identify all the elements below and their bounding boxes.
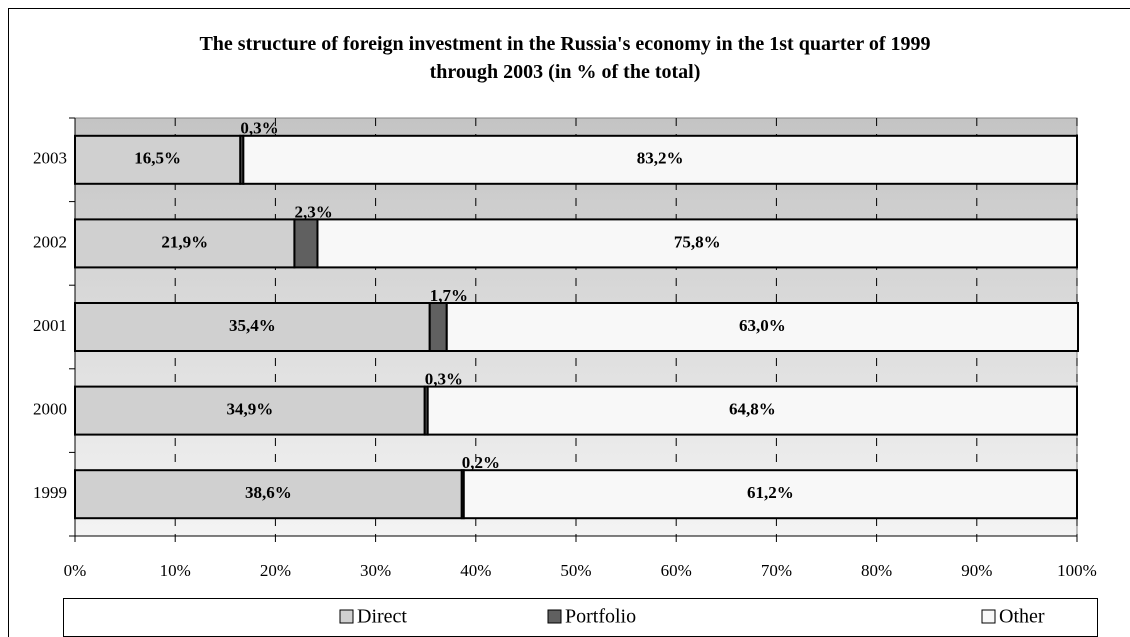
- chart-frame: [8, 8, 1130, 637]
- x-tick-label: 100%: [1057, 561, 1097, 580]
- x-tick-label: 90%: [961, 561, 992, 580]
- bar-segment: [316, 218, 1078, 269]
- legend-swatch: [981, 609, 996, 624]
- bar-segment: [426, 385, 1079, 436]
- y-tick-label: 2003: [33, 149, 67, 168]
- legend-label: Portfolio: [565, 606, 636, 628]
- data-label: 2,3%: [294, 202, 332, 221]
- data-label: 83,2%: [637, 149, 684, 168]
- data-label: 34,9%: [226, 400, 273, 419]
- x-tick-label: 10%: [160, 561, 191, 580]
- bar-segment: [462, 469, 1078, 520]
- legend-swatch: [547, 609, 562, 624]
- y-tick-label: 2001: [33, 316, 67, 335]
- y-tick-label: 2000: [33, 400, 67, 419]
- chart-title: The structure of foreign investment in t…: [199, 33, 931, 83]
- data-label: 38,6%: [245, 483, 292, 502]
- legend-box: [63, 598, 1098, 637]
- y-tick-label: 1999: [33, 483, 67, 502]
- y-tick-label: 2002: [33, 232, 67, 251]
- data-label: 0,3%: [240, 119, 278, 138]
- bar-segment: [428, 302, 448, 352]
- x-tick-label: 50%: [560, 561, 591, 580]
- x-tick-label: 0%: [64, 561, 87, 580]
- bar-segment: [74, 134, 242, 185]
- bar-segment: [74, 469, 463, 520]
- data-label: 16,5%: [134, 149, 181, 168]
- bar-segment: [293, 218, 319, 269]
- data-label: 0,2%: [462, 453, 500, 472]
- x-tick-label: 20%: [260, 561, 291, 580]
- legend-label: Direct: [357, 606, 407, 628]
- data-label: 21,9%: [161, 232, 208, 251]
- x-tick-label: 60%: [661, 561, 692, 580]
- bar-segment: [74, 385, 426, 436]
- data-label: 0,3%: [425, 370, 463, 389]
- bar-segment: [445, 302, 1080, 352]
- bar-segment: [242, 134, 1078, 185]
- x-tick-label: 80%: [861, 561, 892, 580]
- data-label: 63,0%: [739, 316, 786, 335]
- data-label: 75,8%: [674, 232, 721, 251]
- x-tick-label: 40%: [460, 561, 491, 580]
- x-tick-label: 70%: [761, 561, 792, 580]
- data-label: 64,8%: [729, 400, 776, 419]
- x-tick-label: 30%: [360, 561, 391, 580]
- legend-label: Other: [999, 606, 1045, 628]
- data-label: 35,4%: [229, 316, 276, 335]
- bar-segment: [74, 218, 296, 269]
- legend-swatch: [339, 609, 354, 624]
- data-label: 1,7%: [430, 286, 468, 305]
- data-label: 61,2%: [747, 483, 794, 502]
